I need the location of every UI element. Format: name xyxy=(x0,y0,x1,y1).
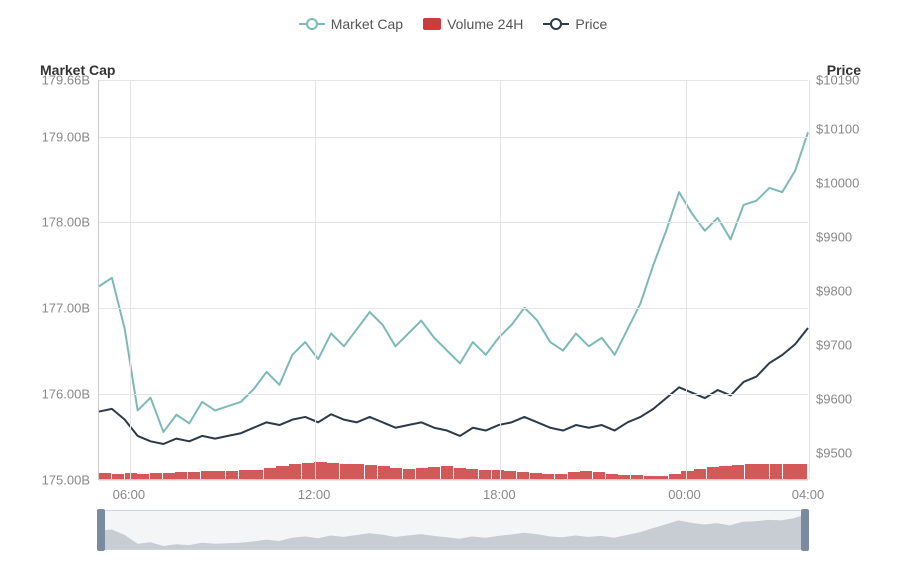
legend-label: Volume 24H xyxy=(447,16,523,32)
line-series-layer xyxy=(99,80,808,479)
y-right-tick: $9800 xyxy=(816,283,876,298)
y-left-tick: 179.00B xyxy=(30,129,90,144)
y-left-tick: 177.00B xyxy=(30,301,90,316)
grid-line-h xyxy=(99,394,808,395)
grid-line-v xyxy=(686,80,687,479)
y-left-tick: 175.00B xyxy=(30,473,90,488)
navigator-sparkline xyxy=(99,511,807,549)
grid-line-v xyxy=(809,80,810,479)
grid-line-h xyxy=(99,480,808,481)
legend-bar-icon xyxy=(423,18,441,30)
price-line xyxy=(99,328,808,444)
grid-line-v xyxy=(315,80,316,479)
plot-region[interactable] xyxy=(98,80,808,480)
legend-line-icon xyxy=(299,23,325,25)
x-tick: 18:00 xyxy=(483,487,516,502)
y-left-tick: 178.00B xyxy=(30,215,90,230)
x-tick: 00:00 xyxy=(668,487,701,502)
grid-line-h xyxy=(99,80,808,81)
legend-item-price[interactable]: Price xyxy=(543,16,607,32)
legend-item-marketcap[interactable]: Market Cap xyxy=(299,16,403,32)
y-left-tick: 176.00B xyxy=(30,387,90,402)
grid-line-h xyxy=(99,308,808,309)
x-tick: 04:00 xyxy=(792,487,825,502)
grid-line-h xyxy=(99,137,808,138)
y-right-tick: $9500 xyxy=(816,445,876,460)
grid-line-h xyxy=(99,222,808,223)
legend-label: Price xyxy=(575,16,607,32)
brush-handle-right[interactable] xyxy=(801,509,809,551)
chart-area: 179.66B179.00B178.00B177.00B176.00B175.0… xyxy=(30,80,876,480)
y-right-tick: $10190 xyxy=(816,73,876,88)
y-right-tick: $9900 xyxy=(816,229,876,244)
chart-legend: Market Cap Volume 24H Price xyxy=(0,0,906,32)
grid-line-v xyxy=(130,80,131,479)
marketcap-line xyxy=(99,132,808,432)
navigator-area xyxy=(99,514,807,549)
legend-label: Market Cap xyxy=(331,16,403,32)
range-navigator[interactable] xyxy=(98,510,808,550)
y-right-tick: $9700 xyxy=(816,337,876,352)
legend-line-icon xyxy=(543,23,569,25)
brush-handle-left[interactable] xyxy=(97,509,105,551)
y-left-tick: 179.66B xyxy=(30,73,90,88)
y-right-tick: $10100 xyxy=(816,121,876,136)
x-tick: 06:00 xyxy=(113,487,146,502)
y-right-tick: $9600 xyxy=(816,391,876,406)
x-tick: 12:00 xyxy=(298,487,331,502)
legend-item-volume[interactable]: Volume 24H xyxy=(423,16,523,32)
grid-line-v xyxy=(500,80,501,479)
y-right-tick: $10000 xyxy=(816,175,876,190)
